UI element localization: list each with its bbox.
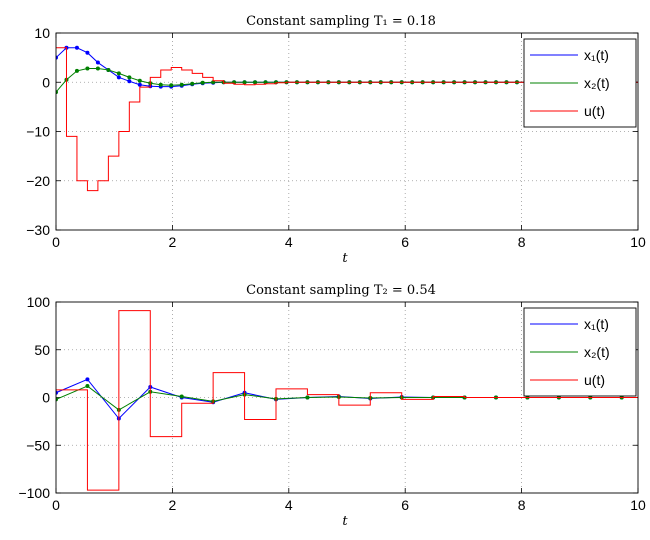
series-line <box>56 310 638 491</box>
data-point <box>116 71 121 76</box>
y-tick-label: 0 <box>42 74 50 90</box>
chart-title: Constant sampling T₂ = 0.54 <box>246 283 436 298</box>
legend-label: x₂(t) <box>584 75 610 91</box>
data-point <box>85 66 90 71</box>
x-tick-label: 8 <box>518 234 526 250</box>
data-point <box>190 81 195 86</box>
axes-frame <box>55 301 639 494</box>
y-tick-label: 50 <box>34 342 50 358</box>
data-point <box>179 82 184 87</box>
data-point <box>137 78 142 83</box>
series-layer <box>56 310 638 491</box>
x-tick-label: 4 <box>285 234 293 250</box>
y-tick-label: −50 <box>26 437 50 453</box>
x-tick-label: 10 <box>630 234 646 250</box>
y-tick-label: 10 <box>34 25 50 41</box>
x-tick-label: 4 <box>285 497 293 513</box>
y-tick-label: −20 <box>26 173 50 189</box>
y-tick-label: 0 <box>42 390 50 406</box>
chart-title: Constant sampling T₁ = 0.18 <box>246 14 436 29</box>
data-point <box>56 90 58 95</box>
data-point <box>169 83 174 88</box>
x-tick-label: 2 <box>169 234 177 250</box>
data-point <box>56 55 58 60</box>
data-point <box>106 67 111 72</box>
data-point <box>85 50 90 55</box>
x-tick-label: 0 <box>52 497 60 513</box>
x-tick-label: 8 <box>518 497 526 513</box>
data-point <box>85 377 90 382</box>
y-tick-label: −10 <box>26 124 50 140</box>
legend-label: x₂(t) <box>584 344 610 360</box>
data-point <box>74 45 79 50</box>
data-point <box>253 80 258 85</box>
data-point <box>56 397 58 402</box>
x-axis-label: t <box>342 514 348 529</box>
x-tick-label: 2 <box>169 497 177 513</box>
data-point <box>200 80 205 85</box>
data-point <box>305 395 310 400</box>
data-point <box>127 79 132 84</box>
x-axis-label: t <box>342 251 348 266</box>
y-tick-label: −30 <box>26 222 50 238</box>
legend-label: x₁(t) <box>584 47 609 63</box>
data-point <box>56 390 58 395</box>
data-point <box>95 66 100 71</box>
data-point <box>74 68 79 73</box>
x-tick-label: 6 <box>401 234 409 250</box>
axes-frame <box>55 32 639 231</box>
data-point <box>137 82 142 87</box>
chart-constant-sampling-t1: 0 2 4 6 8 10 −30 −20 −10 0 10 Constant sampling T₁ … <box>26 14 646 266</box>
data-point <box>95 60 100 65</box>
y-tick-label: −100 <box>18 485 50 501</box>
x-tick-label: 10 <box>630 497 646 513</box>
legend-label: x₁(t) <box>584 316 609 332</box>
data-point <box>85 384 90 389</box>
data-point <box>242 80 247 85</box>
y-tick-label: 100 <box>27 294 51 310</box>
chart-constant-sampling-t2: 0 2 4 6 8 10 −100 −50 0 50 100 Constant sampling T₂… <box>18 283 646 529</box>
data-point <box>179 394 184 399</box>
series-line <box>56 47 638 192</box>
data-point <box>158 82 163 87</box>
legend-label: u(t) <box>584 103 605 119</box>
legend-label: u(t) <box>584 372 605 388</box>
x-tick-label: 0 <box>52 234 60 250</box>
data-point <box>127 75 132 80</box>
x-tick-label: 6 <box>401 497 409 513</box>
data-point <box>116 75 121 80</box>
